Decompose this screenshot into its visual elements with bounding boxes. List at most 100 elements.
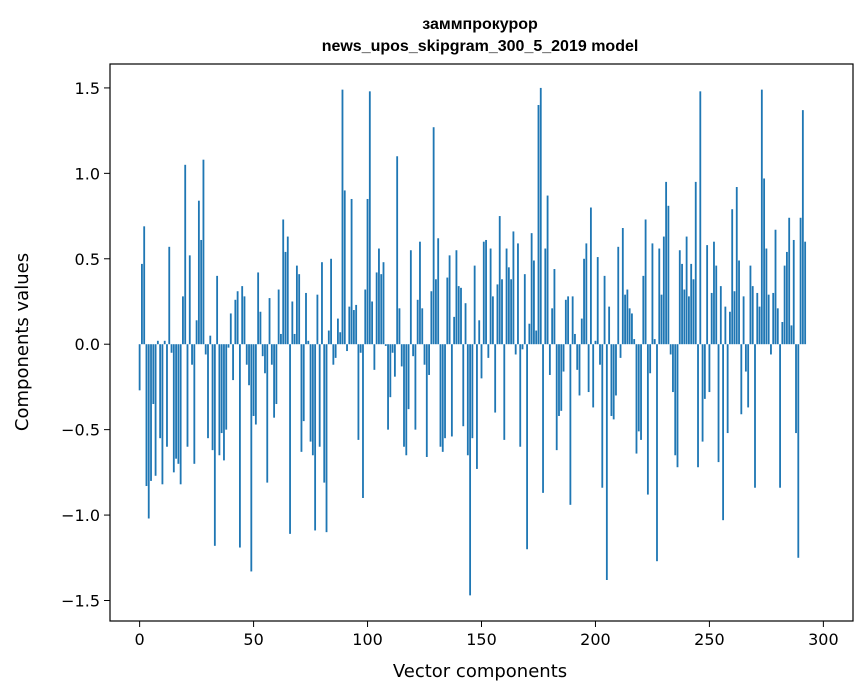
bar	[236, 291, 239, 345]
bar	[264, 344, 266, 374]
bar	[343, 190, 346, 345]
bar	[528, 323, 531, 345]
bar	[352, 310, 355, 345]
bar	[562, 344, 565, 372]
bar	[498, 216, 501, 345]
bar	[621, 228, 624, 345]
bar	[355, 304, 358, 345]
bar	[234, 299, 237, 345]
bar	[450, 344, 453, 437]
bar	[293, 333, 296, 345]
bar	[273, 344, 276, 418]
bar	[302, 344, 305, 422]
bar	[731, 209, 734, 345]
bar	[674, 344, 677, 456]
bar	[227, 344, 230, 348]
y-tick-label: 0.0	[75, 335, 100, 354]
bar	[651, 243, 654, 345]
bar	[464, 303, 467, 345]
bar	[291, 301, 294, 345]
bar	[428, 344, 430, 375]
bar	[672, 344, 674, 393]
bar	[435, 279, 437, 345]
bar	[298, 274, 301, 345]
bar	[446, 277, 449, 345]
bar	[393, 344, 396, 377]
bar	[491, 296, 494, 345]
bar	[533, 260, 535, 345]
bar	[309, 344, 312, 442]
bar	[510, 279, 513, 345]
bar	[578, 344, 581, 396]
bar	[460, 287, 462, 345]
bar	[783, 265, 786, 345]
bar	[747, 344, 750, 408]
bar	[660, 294, 663, 345]
bar	[159, 344, 162, 439]
bar	[754, 344, 756, 488]
bar	[254, 344, 257, 425]
x-tick-label: 50	[243, 630, 263, 649]
bar	[305, 292, 307, 345]
bar	[437, 238, 440, 345]
bar	[284, 251, 287, 345]
bar	[772, 292, 775, 345]
bar	[519, 344, 522, 447]
bar	[359, 344, 362, 353]
bar	[373, 344, 376, 370]
bar	[792, 239, 795, 345]
bar	[161, 344, 164, 485]
bar	[282, 219, 285, 345]
bar	[248, 344, 250, 386]
bar	[751, 286, 754, 345]
bar	[656, 344, 658, 562]
bar	[717, 344, 720, 463]
bar	[409, 250, 412, 345]
bar	[740, 344, 743, 415]
bar	[678, 250, 681, 345]
bar	[145, 344, 148, 487]
bar	[594, 340, 597, 345]
bar	[612, 344, 615, 420]
bar	[642, 275, 645, 345]
bar	[275, 344, 278, 405]
bar	[473, 265, 476, 345]
bar	[758, 306, 761, 345]
bar	[694, 181, 697, 345]
bar	[186, 344, 189, 447]
y-axis: −1.5 −1.0 −0.5 0.0 0.5 1.0 1.5	[61, 79, 110, 610]
bar	[346, 344, 348, 352]
x-tick-label: 250	[694, 630, 725, 649]
bar	[225, 344, 228, 430]
bar	[729, 311, 731, 345]
bar	[505, 248, 508, 345]
bar	[330, 258, 332, 345]
bar	[334, 344, 337, 358]
bar	[699, 91, 702, 345]
bar	[432, 127, 435, 345]
bar	[713, 241, 715, 345]
bar	[368, 91, 371, 345]
bar	[685, 236, 688, 345]
bar	[250, 344, 253, 572]
bar	[177, 344, 180, 464]
bar	[453, 316, 456, 345]
bar	[624, 294, 626, 345]
bar	[738, 260, 740, 345]
bar	[503, 344, 506, 440]
bar	[316, 294, 319, 345]
bar	[398, 308, 401, 345]
bar	[665, 181, 668, 345]
bar-series	[138, 87, 807, 596]
bar	[466, 344, 469, 456]
bar	[589, 207, 592, 345]
bar	[605, 344, 608, 580]
bar	[182, 296, 184, 345]
bar	[245, 344, 248, 365]
bar	[692, 279, 695, 345]
bar	[790, 325, 793, 345]
bar	[384, 344, 387, 346]
bar	[147, 344, 150, 519]
bar	[628, 308, 631, 345]
bar	[580, 318, 583, 345]
